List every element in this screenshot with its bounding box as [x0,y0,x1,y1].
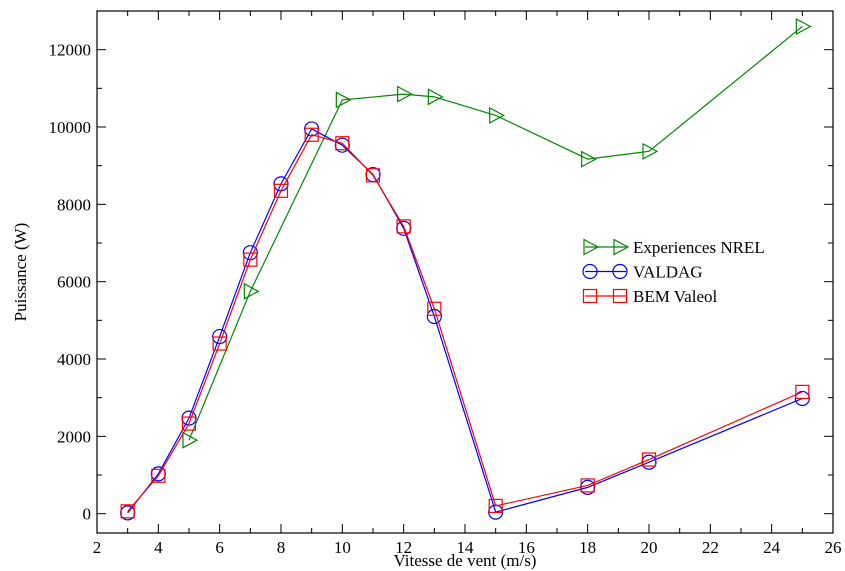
series-0 [182,17,812,449]
y-tick-label: 0 [83,505,92,524]
data-point [243,252,258,267]
data-point [642,142,659,160]
data-point [397,85,413,103]
x-tick-label: 20 [641,538,658,557]
data-point [120,504,135,519]
data-point [427,88,444,106]
legend-item: Experiences NREL [583,238,765,257]
data-point [182,431,199,449]
y-axis-title: Puissance (W) [11,223,30,322]
x-axis-title: Vitesse de vent (m/s) [394,551,537,570]
data-point [580,478,595,493]
legend-marker [582,288,598,304]
data-point [304,127,319,142]
legend-marker [612,288,628,304]
x-tick-label: 12 [395,538,412,557]
data-point [489,106,505,124]
legend-marker [612,263,628,280]
data-point [151,468,166,483]
y-axis: 0 2000 4000 6000 8000 10000 12000 [49,10,833,524]
data-point [335,136,350,151]
legend-marker [583,238,600,256]
x-tick-label: 10 [334,538,351,557]
data-point [273,183,289,198]
series-line [127,134,803,512]
data-point [181,416,197,431]
legend-marker [613,238,630,256]
y-tick-label: 6000 [57,273,91,292]
x-tick-label: 24 [763,538,781,557]
series-1 [120,121,810,521]
x-tick-label: 22 [702,538,719,557]
x-tick-label: 18 [579,538,596,557]
y-tick-label: 8000 [57,195,91,214]
data-point [243,282,260,300]
series-layer [120,17,812,521]
y-tick-label: 2000 [57,427,91,446]
x-tick-label: 8 [277,538,286,557]
data-point [335,91,352,109]
data-point [795,384,810,399]
x-axis: 2 4 6 8 10 12 14 16 18 20 22 24 26 [93,11,842,557]
legend-label: Experiences NREL [633,238,765,257]
y-tick-label: 4000 [57,350,91,369]
data-point [641,452,657,467]
series-2 [120,127,810,519]
data-point [795,17,812,35]
x-tick-label: 6 [215,538,224,557]
data-point [365,168,381,183]
x-tick-label: 14 [457,538,475,557]
x-tick-label: 16 [518,538,535,557]
data-point [212,336,227,351]
legend-item: VALDAG [582,263,703,282]
legend-marker [582,263,598,280]
data-point [396,219,411,234]
x-tick-label: 4 [154,538,163,557]
legend-item: BEM Valeol [582,287,717,306]
y-tick-label: 10000 [49,118,92,137]
y-tick-label: 12000 [49,41,92,60]
legend-label: VALDAG [633,263,703,282]
x-tick-label: 26 [825,538,842,557]
data-point [581,150,597,168]
legend: Experiences NREL VALDAG BEM Valeol [569,231,802,313]
data-point [488,498,503,514]
series-line [188,26,803,441]
data-point [427,301,442,316]
series-line [127,128,803,514]
legend-label: BEM Valeol [633,287,717,306]
x-tick-label: 2 [93,538,102,557]
